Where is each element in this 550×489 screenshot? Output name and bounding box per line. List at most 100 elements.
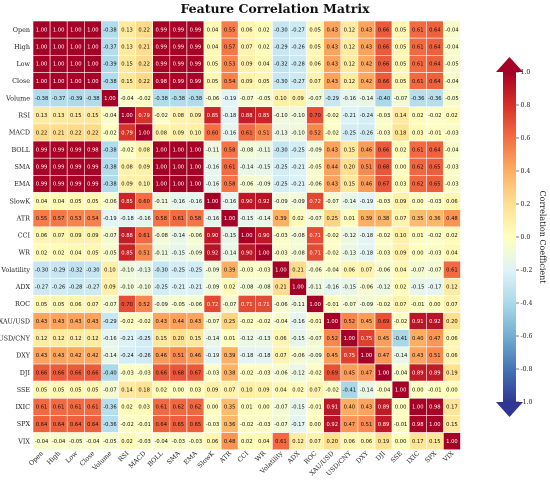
cell-value-label: 0.48 [446,216,458,222]
cell-value-label: -0.01 [326,302,339,308]
cell-value-label: 0.75 [361,336,373,342]
cell-value-label: 0.15 [121,62,133,68]
cell-value-label: -0.02 [428,233,441,239]
cell-value-label: -0.26 [291,45,304,51]
cell-value-label: 0.05 [36,302,48,308]
cell-value-label: 0.05 [395,62,407,68]
cell-value-label: 0.35 [224,405,236,411]
cell-value-label: 0.42 [361,79,373,85]
cell-value-label: 0.05 [395,79,407,85]
cell-value-label: 0.12 [344,27,356,33]
colorbar-tick-label: 0.0 [521,234,531,241]
cell-value-label: 0.64 [429,27,441,33]
cell-value-label: -0.02 [137,319,150,325]
cell-value-label: -0.03 [137,439,150,445]
cell-value-label: 0.65 [429,182,441,188]
y-tick-label: ATR [16,214,31,222]
cell-value-label: -0.25 [137,336,150,342]
cell-value-label: -0.15 [172,250,185,256]
cell-value-label: -0.29 [52,267,65,273]
cell-value-label: 0.43 [155,319,167,325]
cell-value-label: 0.03 [395,182,407,188]
cell-value-label: 0.91 [412,319,424,325]
cell-value-label: -0.04 [394,370,408,376]
cell-value-label: 0.22 [70,130,82,136]
cell-value-label: -0.07 [206,319,219,325]
cell-value-label: -0.13 [137,267,150,273]
cell-value-label: -0.38 [103,165,116,171]
cell-value-label: -0.03 [189,439,202,445]
cell-value-label: 0.02 [292,216,304,222]
cell-value-label: 0.09 [258,388,270,394]
cell-value-label: -0.04 [86,439,100,445]
cell-value-label: -0.14 [257,216,271,222]
cell-value-label: -0.08 [291,233,304,239]
x-tick-label: SPX [423,449,438,464]
colorbar: -1.0 -0.8 -0.6 -0.4 -0.2 0.0 0.2 0.4 0.6 0.8 1.0 C… [496,57,547,417]
cell-value-label: -0.03 [257,370,270,376]
cell-value-label: 0.15 [70,113,82,119]
cell-value-label: 0.02 [241,439,253,445]
cell-value-label: 0.99 [155,62,167,68]
cell-value-label: -0.14 [343,199,357,205]
cell-value-label: 0.15 [190,336,202,342]
cell-value-label: 0.07 [395,216,407,222]
cell-value-label: -0.02 [155,113,168,119]
cell-value-label: -0.06 [103,199,116,205]
cell-value-label: -0.02 [428,113,441,119]
cell-value-label: 0.46 [155,353,167,359]
cell-value-label: 0.12 [344,45,356,51]
cell-value-label: -0.30 [86,267,99,273]
cell-value-label: -0.01 [411,302,424,308]
cell-value-label: -0.14 [223,250,237,256]
cell-value-label: 1.00 [87,27,99,33]
cell-value-label: -0.09 [206,285,219,291]
cell-value-label: -0.11 [308,285,321,291]
cell-value-label: -0.16 [206,182,219,188]
cell-value-label: 0.18 [395,130,407,136]
cell-value-label: -0.06 [291,353,304,359]
cell-value-label: 0.54 [87,216,99,222]
cell-value-label: 0.04 [446,250,458,256]
cell-value-label: -0.04 [445,147,459,153]
cell-value-label: -0.09 [257,182,270,188]
cell-value-label: 0.99 [53,147,65,153]
cell-value-label: 0.64 [53,422,65,428]
cell-value-label: -0.10 [291,130,304,136]
cell-value-label: 0.99 [87,182,99,188]
cell-value-label: -0.03 [257,267,270,273]
cell-value-label: -0.11 [155,250,168,256]
cell-value-label: -0.04 [103,113,117,119]
cell-value-label: 0.25 [224,319,236,325]
cell-value-label: 1.00 [87,62,99,68]
cell-value-label: 0.05 [87,199,99,205]
cell-value-label: -0.07 [428,267,441,273]
cell-value-label: 0.09 [190,113,202,119]
cell-value-label: -0.06 [274,302,287,308]
cell-value-label: 0.22 [87,130,99,136]
cell-value-label: 1.00 [87,79,99,85]
y-tick-label: MACD [9,129,30,137]
cell-value-label: 0.64 [155,422,167,428]
cell-value-label: 0.66 [378,62,390,68]
cell-value-label: 0.55 [224,27,236,33]
cell-value-label: 0.47 [361,370,373,376]
y-tick-label: High [14,43,30,51]
cell-value-label: 1.00 [155,147,167,153]
cell-value-label: -0.16 [103,336,116,342]
cell-value-label: 0.09 [104,285,116,291]
cell-value-label: -0.15 [291,336,304,342]
cell-value-label: -0.03 [377,199,390,205]
cell-value-label: 0.61 [70,405,82,411]
cell-value-label: -0.10 [120,267,133,273]
cell-value-label: 0.90 [241,250,253,256]
cell-value-label: -0.14 [206,336,220,342]
cell-value-label: -0.21 [291,182,304,188]
cell-value-label: -0.07 [308,216,321,222]
cell-value-label: 0.61 [87,405,99,411]
cell-value-label: 0.51 [258,130,270,136]
cell-value-label: 1.00 [326,319,338,325]
cell-value-label: -0.09 [308,147,321,153]
cell-value-label: 0.35 [412,216,424,222]
cell-value-label: 0.85 [121,250,133,256]
